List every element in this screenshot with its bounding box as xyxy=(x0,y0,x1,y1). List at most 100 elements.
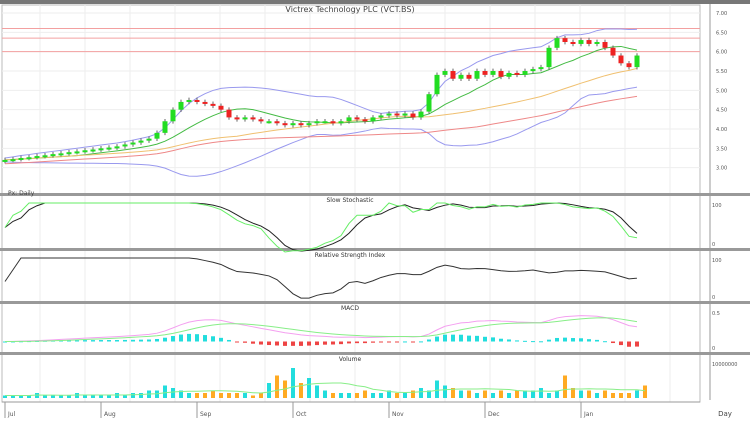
macd-histogram-bar xyxy=(443,334,447,342)
candle xyxy=(482,71,488,75)
macd-histogram-bar xyxy=(563,337,567,342)
price-tick-label: 6.50 xyxy=(716,30,727,36)
candle xyxy=(498,71,504,77)
candle xyxy=(34,156,40,159)
volume-bar xyxy=(363,390,367,398)
macd-histogram-bar xyxy=(395,341,399,343)
x-tick-label: Jul xyxy=(7,411,16,418)
macd-histogram-bar xyxy=(307,341,311,346)
macd-histogram-bar xyxy=(579,338,583,342)
axis-tick-label: 0 xyxy=(712,346,715,352)
macd-histogram-bar xyxy=(187,333,191,342)
candle xyxy=(506,72,512,77)
candle xyxy=(282,123,288,126)
volume-bar xyxy=(99,395,103,398)
candle xyxy=(394,113,400,116)
candle xyxy=(466,74,472,79)
volume-bar xyxy=(411,390,415,398)
candle xyxy=(370,117,376,122)
candle xyxy=(626,63,632,68)
macd-histogram-bar xyxy=(195,334,199,342)
macd-histogram-bar xyxy=(227,339,231,342)
volume-bar xyxy=(67,395,71,398)
axis-tick-label: 0 xyxy=(712,295,715,301)
price-tick-label: 4.00 xyxy=(716,127,727,133)
volume-bar xyxy=(19,395,23,398)
x-tick-label: Aug xyxy=(104,411,116,418)
volume-bar xyxy=(443,385,447,398)
macd-histogram-bar xyxy=(83,340,87,342)
macd-histogram-bar xyxy=(379,341,383,343)
candle xyxy=(106,147,112,150)
macd-histogram-bar xyxy=(123,339,127,342)
macd-histogram-bar xyxy=(291,341,295,346)
candle xyxy=(378,115,384,118)
volume-bar xyxy=(603,390,607,398)
candle xyxy=(594,42,600,44)
macd-histogram-bar xyxy=(611,341,615,344)
macd-histogram-bar xyxy=(339,341,343,345)
candle xyxy=(242,117,248,120)
volume-average-line xyxy=(5,382,646,396)
volume-bar xyxy=(467,390,471,398)
panel-divider xyxy=(0,193,750,196)
candle xyxy=(570,42,576,44)
volume-bar xyxy=(379,393,383,398)
macd-histogram-bar xyxy=(539,341,543,343)
macd-histogram-bar xyxy=(131,339,135,342)
stochastic-k-line xyxy=(4,202,638,253)
volume-bar xyxy=(171,388,175,398)
volume-bar xyxy=(515,390,519,398)
moving-average-mid xyxy=(4,67,638,161)
volume-bar xyxy=(83,395,87,398)
price-tick-label: 7.00 xyxy=(716,11,727,17)
candle xyxy=(618,55,624,64)
candle xyxy=(10,159,16,162)
volume-bar xyxy=(419,388,423,398)
volume-bar xyxy=(427,390,431,398)
candle xyxy=(354,117,360,120)
volume-bar xyxy=(27,395,31,398)
candle xyxy=(522,71,528,75)
macd-histogram-bar xyxy=(523,340,527,342)
candle xyxy=(98,148,104,151)
axis-tick-label: 100 xyxy=(712,203,722,209)
volume-bar xyxy=(59,395,63,398)
volume-bar xyxy=(187,393,191,398)
macd-histogram-bar xyxy=(251,341,255,344)
macd-histogram-bar xyxy=(275,341,279,346)
candle xyxy=(122,144,128,147)
x-tick-label: Oct xyxy=(296,411,307,418)
candle xyxy=(346,117,352,122)
macd-histogram-bar xyxy=(3,341,7,343)
macd-histogram-bar xyxy=(547,339,551,342)
macd-histogram-bar xyxy=(243,341,247,343)
candle xyxy=(58,153,64,156)
macd-histogram-bar xyxy=(555,337,559,342)
macd-signal-line xyxy=(4,317,638,342)
candle xyxy=(410,113,416,118)
macd-histogram-bar xyxy=(323,341,327,345)
volume-bar xyxy=(571,388,575,398)
candle xyxy=(322,121,328,124)
volume-bar xyxy=(43,395,47,398)
macd-histogram-bar xyxy=(475,335,479,342)
candle xyxy=(602,42,608,48)
moving-average-short xyxy=(4,45,638,161)
axis-tick-label: 100 xyxy=(712,258,722,264)
x-tick-label: Sep xyxy=(200,411,212,418)
macd-histogram-bar xyxy=(171,336,175,342)
candle xyxy=(554,38,560,48)
macd-histogram-bar xyxy=(427,339,431,342)
candle xyxy=(362,119,368,122)
macd-histogram-bar xyxy=(451,334,455,342)
macd-histogram-bar xyxy=(107,340,111,342)
volume-bar xyxy=(323,390,327,398)
macd-histogram-bar xyxy=(419,341,423,343)
volume-bar xyxy=(179,390,183,398)
macd-histogram-bar xyxy=(147,339,151,342)
volume-bar xyxy=(539,388,543,398)
panel-divider xyxy=(0,301,750,304)
macd-histogram-bar xyxy=(371,341,375,343)
candle xyxy=(114,146,120,149)
